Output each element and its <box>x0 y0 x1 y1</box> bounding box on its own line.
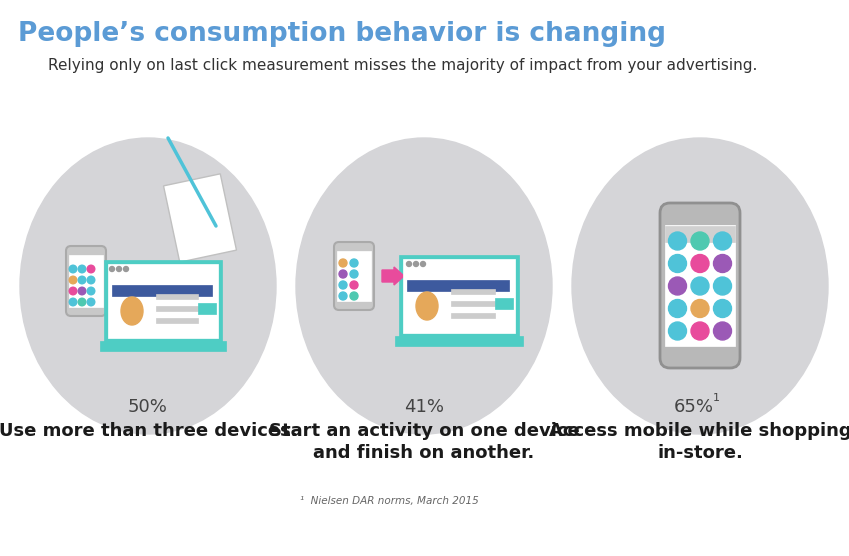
FancyBboxPatch shape <box>334 242 374 310</box>
Circle shape <box>339 292 347 300</box>
Bar <box>198 303 216 314</box>
Circle shape <box>668 300 687 317</box>
Circle shape <box>70 276 76 284</box>
Ellipse shape <box>121 297 143 325</box>
Text: Relying only on last click measurement misses the majority of impact from your a: Relying only on last click measurement m… <box>48 58 757 73</box>
Circle shape <box>339 281 347 289</box>
Circle shape <box>87 265 95 273</box>
Circle shape <box>123 266 128 271</box>
Circle shape <box>116 266 121 271</box>
FancyBboxPatch shape <box>660 203 740 368</box>
Circle shape <box>691 277 709 295</box>
Circle shape <box>350 270 358 278</box>
Circle shape <box>713 277 732 295</box>
Circle shape <box>87 298 95 306</box>
Circle shape <box>78 287 86 295</box>
Ellipse shape <box>572 138 828 434</box>
Circle shape <box>110 266 115 271</box>
Text: in-store.: in-store. <box>657 444 743 462</box>
Circle shape <box>350 259 358 267</box>
Ellipse shape <box>296 138 552 434</box>
Bar <box>100 341 226 351</box>
Bar <box>407 280 509 291</box>
Circle shape <box>339 259 347 267</box>
Circle shape <box>78 298 86 306</box>
Text: 50%: 50% <box>128 398 168 416</box>
Circle shape <box>339 270 347 278</box>
Bar <box>451 313 495 318</box>
Circle shape <box>691 300 709 317</box>
Circle shape <box>668 232 687 250</box>
Bar <box>403 259 515 333</box>
Text: Use more than three devices.: Use more than three devices. <box>0 422 297 440</box>
Circle shape <box>668 255 687 272</box>
Circle shape <box>70 287 76 295</box>
Circle shape <box>78 276 86 284</box>
Text: People’s consumption behavior is changing: People’s consumption behavior is changin… <box>18 21 666 47</box>
Bar <box>451 289 495 294</box>
Bar <box>495 298 513 309</box>
Bar <box>69 255 103 307</box>
Circle shape <box>668 322 687 340</box>
Bar <box>395 336 523 346</box>
Bar <box>164 174 237 262</box>
FancyArrow shape <box>382 267 404 285</box>
Circle shape <box>87 276 95 284</box>
Circle shape <box>78 265 86 273</box>
Bar <box>337 251 371 301</box>
Text: 1: 1 <box>712 393 719 403</box>
Circle shape <box>691 322 709 340</box>
Bar <box>451 301 495 306</box>
Bar <box>156 318 198 323</box>
Bar <box>399 255 519 337</box>
FancyBboxPatch shape <box>66 246 106 316</box>
Circle shape <box>668 277 687 295</box>
Circle shape <box>70 265 76 273</box>
Text: ¹  Nielsen DAR norms, March 2015: ¹ Nielsen DAR norms, March 2015 <box>300 496 479 506</box>
Circle shape <box>350 292 358 300</box>
Text: Start an activity on one device: Start an activity on one device <box>268 422 579 440</box>
Bar <box>156 294 198 299</box>
Ellipse shape <box>20 138 276 434</box>
Text: 41%: 41% <box>404 398 444 416</box>
Text: 65%: 65% <box>674 398 714 416</box>
Circle shape <box>420 261 425 266</box>
Circle shape <box>713 322 732 340</box>
Circle shape <box>713 300 732 317</box>
Text: and finish on another.: and finish on another. <box>313 444 535 462</box>
Circle shape <box>87 287 95 295</box>
Bar <box>665 225 735 346</box>
Circle shape <box>691 232 709 250</box>
Bar <box>108 264 218 338</box>
Circle shape <box>413 261 419 266</box>
Bar <box>104 260 222 342</box>
Circle shape <box>350 281 358 289</box>
Text: Access mobile while shopping: Access mobile while shopping <box>548 422 849 440</box>
Ellipse shape <box>416 292 438 320</box>
Circle shape <box>70 298 76 306</box>
Bar <box>112 285 212 296</box>
Bar <box>156 306 198 311</box>
Circle shape <box>691 255 709 272</box>
Circle shape <box>713 255 732 272</box>
Circle shape <box>713 232 732 250</box>
Circle shape <box>407 261 412 266</box>
Bar <box>665 226 735 242</box>
